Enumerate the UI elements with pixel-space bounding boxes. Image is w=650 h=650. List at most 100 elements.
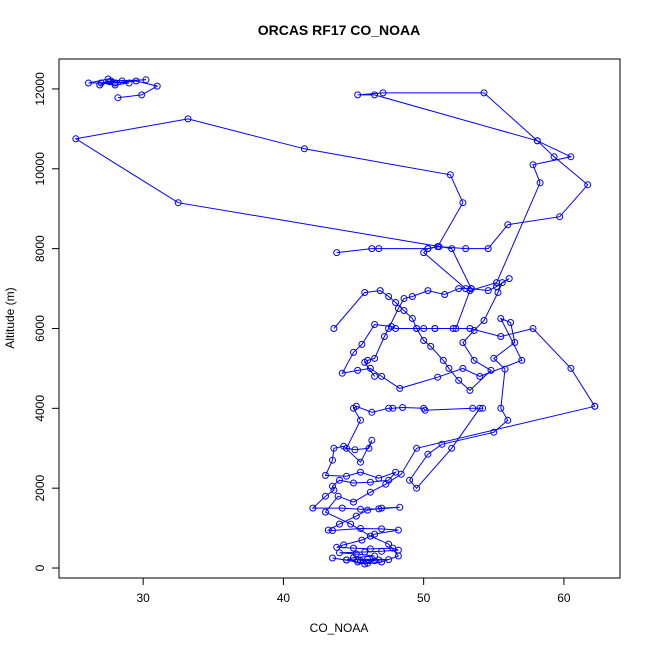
data-point [459,364,467,372]
y-tick-label: 6000 [33,315,47,342]
y-tick-label: 10000 [33,152,47,186]
data-point [371,530,379,538]
data-point [385,540,393,548]
data-point [550,153,558,161]
y-tick-label: 2000 [33,475,47,502]
data-point [97,79,105,87]
data-point [446,171,454,179]
data-point [413,484,421,492]
data-point [529,161,537,169]
data-point [368,436,376,444]
data-point [431,325,439,332]
data-point [132,77,140,85]
data-point [334,492,342,500]
data-point [354,556,362,564]
data-point [336,476,343,484]
data-point [385,404,393,412]
data-point [329,456,336,464]
data-point [385,325,393,332]
data-point [424,287,432,295]
series-points [72,75,599,568]
data-point [501,365,509,373]
data-point [504,416,512,424]
data-point [336,520,343,528]
series-line-1 [324,405,595,565]
data-point [330,325,338,332]
data-point [511,339,519,346]
data-point [125,79,133,87]
data-point [361,358,369,366]
data-point [85,79,92,87]
data-point [385,293,393,300]
data-point [536,179,544,187]
data-point [427,342,435,350]
data-point [379,89,387,97]
data-point [361,548,369,556]
data-point [469,404,477,412]
data-point [184,115,192,123]
data-point [462,285,470,293]
data-point [138,91,146,99]
data-point [358,536,366,544]
data-point [385,556,393,564]
data-point [389,404,397,412]
data-point [591,402,599,410]
y-tick-label: 0 [33,564,47,571]
series-line-5 [88,78,159,99]
data-point [505,275,513,283]
data-point [466,287,474,295]
data-point [487,366,495,374]
data-point [347,520,355,528]
data-point [111,81,119,89]
data-point [364,506,372,514]
data-point [445,364,453,372]
data-point [336,549,343,557]
data-point [400,295,408,302]
data-point [413,325,421,332]
data-point [357,468,364,476]
data-point [153,82,161,90]
data-point [118,77,126,85]
y-tick-label: 12000 [33,72,47,106]
data-point [424,450,432,458]
data-point [448,444,456,452]
data-point [309,504,317,512]
data-point [378,558,386,566]
data-point [493,283,501,291]
data-point [420,404,428,412]
data-point [371,321,379,328]
data-point [340,541,348,549]
data-point [357,458,364,466]
data-point [368,408,376,416]
data-point [441,291,449,298]
data-point [434,243,442,251]
data-point [330,486,338,494]
data-point [357,505,364,513]
data-point [366,488,374,496]
data-point [338,504,346,512]
data-point [361,560,369,568]
data-point [504,221,512,229]
data-point [366,478,374,486]
data-point [392,299,400,306]
chart-title: ORCAS RF17 CO_NOAA [258,22,421,38]
data-point [480,317,488,324]
data-point [142,76,150,84]
data-point [350,544,357,552]
data-point [459,339,467,346]
data-point [351,446,359,454]
data-point [300,145,308,153]
data-point [420,325,428,332]
data-point [476,404,484,412]
data-point [371,91,379,99]
data-point [420,249,428,257]
data-point [96,81,104,89]
data-point [378,547,386,555]
data-point [455,285,463,293]
data-point [322,508,329,516]
data-point [174,199,182,207]
data-point [567,364,575,372]
data-point [455,376,463,384]
data-point [396,384,404,392]
